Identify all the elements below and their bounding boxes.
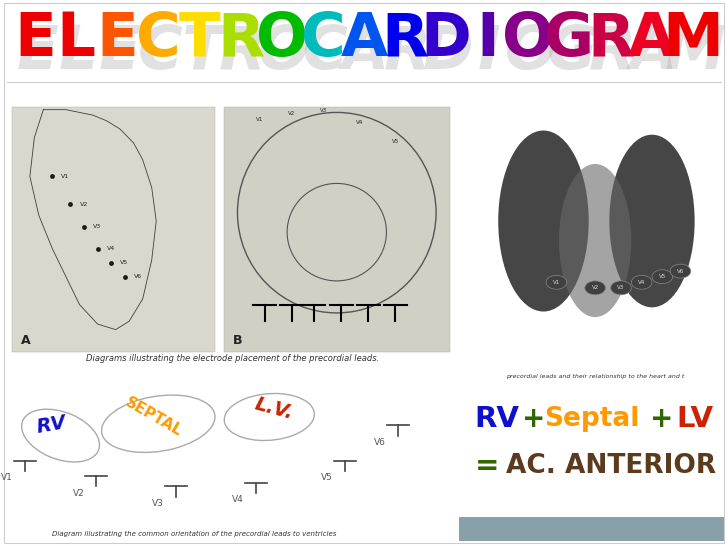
Text: RV: RV: [475, 405, 520, 432]
Text: V2: V2: [288, 111, 296, 116]
Text: C: C: [301, 10, 345, 69]
Text: R: R: [587, 10, 634, 69]
Text: I: I: [476, 10, 499, 69]
Text: V2: V2: [592, 286, 598, 290]
Text: V4: V4: [232, 495, 244, 505]
Text: B: B: [233, 334, 242, 347]
Text: precordial leads and their relationship to the heart and t: precordial leads and their relationship …: [506, 374, 684, 379]
Ellipse shape: [611, 281, 631, 295]
Text: E: E: [97, 10, 138, 69]
Ellipse shape: [546, 275, 566, 289]
Text: A: A: [21, 334, 31, 347]
Ellipse shape: [559, 164, 631, 317]
Ellipse shape: [585, 281, 606, 295]
Text: C: C: [303, 23, 347, 82]
Text: A: A: [630, 23, 678, 82]
Text: L: L: [57, 10, 95, 69]
Text: V1: V1: [61, 174, 70, 179]
Text: O: O: [256, 10, 308, 69]
Text: L.V.: L.V.: [253, 394, 295, 423]
Text: G: G: [547, 23, 597, 82]
Text: A: A: [628, 10, 676, 69]
Text: SEPTAL: SEPTAL: [123, 395, 185, 440]
Ellipse shape: [609, 135, 695, 307]
Text: V5: V5: [659, 274, 666, 279]
Text: D: D: [421, 10, 472, 69]
Text: RV: RV: [35, 413, 68, 437]
Text: =: =: [475, 452, 499, 480]
Ellipse shape: [498, 130, 589, 312]
Text: T: T: [181, 23, 223, 82]
Text: R: R: [589, 23, 636, 82]
Text: M: M: [665, 23, 725, 82]
Text: V3: V3: [320, 109, 327, 114]
Text: V4: V4: [356, 120, 363, 124]
FancyBboxPatch shape: [224, 107, 450, 352]
Text: V3: V3: [93, 224, 101, 229]
FancyBboxPatch shape: [459, 517, 724, 541]
Text: R: R: [381, 10, 429, 69]
Text: AC. ANTERIOR: AC. ANTERIOR: [507, 453, 716, 479]
Text: V6: V6: [134, 274, 142, 279]
FancyBboxPatch shape: [12, 107, 215, 352]
Text: V4: V4: [638, 280, 645, 285]
Text: O: O: [502, 10, 555, 69]
Text: V3: V3: [152, 499, 165, 508]
Text: V5: V5: [392, 139, 399, 144]
Text: V2: V2: [73, 489, 84, 497]
Text: V2: V2: [79, 202, 88, 207]
Text: V4: V4: [106, 246, 115, 251]
Text: L: L: [59, 23, 98, 82]
Text: C: C: [138, 23, 183, 82]
Text: A: A: [341, 10, 387, 69]
Text: E: E: [16, 23, 58, 82]
Text: V3: V3: [617, 286, 625, 290]
Ellipse shape: [631, 275, 652, 289]
Text: Septal: Septal: [544, 406, 639, 432]
Text: Diagrams illustrating the electrode placement of the precordial leads.: Diagrams illustrating the electrode plac…: [87, 354, 379, 363]
Text: G: G: [545, 10, 595, 69]
Text: V1: V1: [1, 473, 13, 483]
Ellipse shape: [652, 270, 673, 284]
Text: R: R: [384, 23, 431, 82]
Text: E: E: [98, 23, 141, 82]
Text: V5: V5: [321, 473, 333, 483]
Text: I: I: [478, 23, 501, 82]
Text: M: M: [662, 10, 724, 69]
Text: R: R: [219, 23, 266, 82]
Text: A: A: [342, 23, 389, 82]
Text: O: O: [505, 23, 556, 82]
Text: V6: V6: [374, 438, 387, 447]
Text: E: E: [15, 10, 56, 69]
Text: O: O: [258, 23, 310, 82]
Text: D: D: [423, 23, 474, 82]
Text: V5: V5: [120, 260, 128, 265]
Ellipse shape: [670, 264, 691, 278]
Text: C: C: [136, 10, 181, 69]
Text: +: +: [650, 405, 673, 432]
Text: R: R: [217, 10, 264, 69]
Text: LV: LV: [676, 405, 713, 432]
Text: V6: V6: [677, 269, 684, 274]
Text: V1: V1: [256, 117, 264, 122]
Text: Diagram illustrating the common orientation of the precordial leads to ventricle: Diagram illustrating the common orientat…: [52, 531, 336, 537]
Text: V1: V1: [553, 280, 560, 285]
Text: +: +: [523, 405, 546, 432]
Text: T: T: [178, 10, 221, 69]
